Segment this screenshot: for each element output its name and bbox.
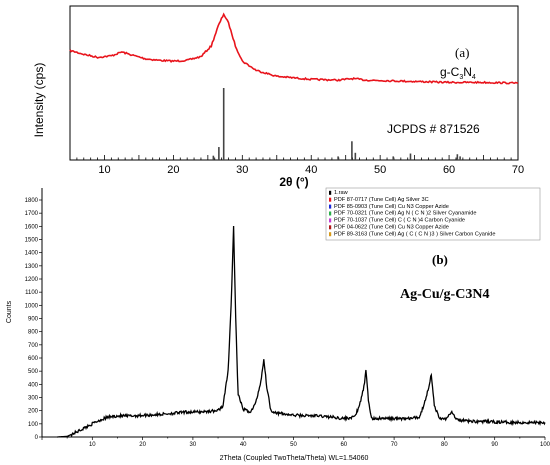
y-tick-label: 1000 bbox=[25, 303, 39, 309]
legend-entry: PDF 87-0717 (Tune Cell) Ag Silver 3C bbox=[334, 197, 429, 203]
legend-swatch bbox=[329, 218, 332, 223]
legend-swatch bbox=[329, 211, 332, 216]
y-tick-label: 1100 bbox=[25, 290, 39, 296]
y-tick-label: 1800 bbox=[25, 198, 39, 204]
panel-b-y-ticks: 0 100 200 300 400 500 600 700 800 900 1000 1100 1200… bbox=[25, 198, 42, 441]
x-tick-label: 30 bbox=[236, 164, 248, 176]
x-tick-label: 100 bbox=[540, 442, 550, 448]
x-tick-label: 60 bbox=[340, 442, 347, 448]
panel-a-sample-label: g-C3N4 bbox=[440, 65, 476, 81]
x-tick-label: 60 bbox=[443, 164, 455, 176]
y-tick-label: 700 bbox=[28, 343, 39, 349]
panel-b-x-ticks: 10 20 30 40 50 60 70 80 90 100 bbox=[41, 437, 550, 448]
y-tick-label: 400 bbox=[28, 382, 39, 388]
x-tick-label: 10 bbox=[98, 164, 110, 176]
y-tick-label: 200 bbox=[28, 409, 39, 415]
y-tick-label: 600 bbox=[28, 356, 39, 362]
panel-a: 10 20 30 40 50 60 70 Intensity (cps) 2θ (°) (a… bbox=[32, 5, 524, 189]
panel-b-x-axis-label: 2Theta (Coupled TwoTheta/Theta) WL=1.540… bbox=[220, 455, 369, 462]
panel-a-y-axis-label: Intensity (cps) bbox=[32, 63, 46, 138]
legend-swatch bbox=[329, 197, 332, 202]
legend-entry: 1.raw bbox=[334, 190, 349, 196]
x-tick-label: 90 bbox=[491, 442, 498, 448]
panel-a-series-line bbox=[69, 12, 519, 85]
legend-box bbox=[325, 187, 541, 241]
y-tick-label: 0 bbox=[35, 435, 39, 441]
legend-entry: PDF 85-0903 (Tune Cell) Cu N3 Copper Azi… bbox=[334, 204, 449, 210]
panel-b: 0 100 200 300 400 500 600 700 800 900 1000 1100 1200… bbox=[6, 187, 550, 462]
panel-a-reference-sticks bbox=[212, 88, 461, 160]
x-tick-label: 70 bbox=[512, 164, 524, 176]
x-tick-label: 20 bbox=[139, 442, 146, 448]
x-tick-label: 70 bbox=[391, 442, 398, 448]
x-tick-label: 20 bbox=[167, 164, 179, 176]
panel-a-reference-label: JCPDS # 871526 bbox=[387, 122, 480, 136]
panel-b-series-line bbox=[57, 225, 546, 438]
y-tick-label: 1200 bbox=[25, 277, 39, 283]
y-tick-label: 1600 bbox=[25, 224, 39, 230]
y-tick-label: 500 bbox=[28, 369, 39, 375]
legend-entry: PDF 89-3163 (Tune Cell) Ag ( C ( C N )3 … bbox=[334, 231, 495, 237]
panel-b-y-axis-label: Counts bbox=[6, 300, 13, 323]
x-tick-label: 30 bbox=[190, 442, 197, 448]
x-tick-label: 50 bbox=[290, 442, 297, 448]
legend-entry: PDF 70-0321 (Tune Cell) Ag N ( C N )2 Si… bbox=[334, 211, 476, 217]
panel-b-title: Ag-Cu/g-C3N4 bbox=[400, 287, 489, 302]
panel-b-label: (b) bbox=[432, 252, 448, 267]
y-tick-label: 1300 bbox=[25, 264, 39, 270]
legend-swatch bbox=[329, 225, 332, 230]
x-tick-label: 40 bbox=[240, 442, 247, 448]
y-tick-label: 1500 bbox=[25, 238, 39, 244]
x-tick-label: 40 bbox=[305, 164, 317, 176]
legend-swatch bbox=[329, 190, 332, 195]
y-tick-label: 1400 bbox=[25, 251, 39, 257]
y-tick-label: 800 bbox=[28, 330, 39, 336]
panel-a-x-ticks: 10 20 30 40 50 60 70 bbox=[69, 155, 524, 176]
x-tick-label: 80 bbox=[441, 442, 448, 448]
y-tick-label: 300 bbox=[28, 396, 39, 402]
panel-a-label: (a) bbox=[455, 45, 469, 60]
x-tick-label: 10 bbox=[89, 442, 96, 448]
x-tick-label: 50 bbox=[374, 164, 386, 176]
legend-swatch bbox=[329, 204, 332, 209]
y-tick-label: 100 bbox=[28, 422, 39, 428]
y-tick-label: 1700 bbox=[25, 211, 39, 217]
y-tick-label: 900 bbox=[28, 317, 39, 323]
legend-entry: PDF 70-1037 (Tune Cell) C ( C N )4 Carbo… bbox=[334, 218, 465, 224]
legend-swatch bbox=[329, 232, 332, 237]
panel-a-x-axis-label: 2θ (°) bbox=[279, 175, 308, 189]
legend-entry: PDF 04-0622 (Tune Cell) Cu N3 Copper Azi… bbox=[334, 225, 449, 231]
